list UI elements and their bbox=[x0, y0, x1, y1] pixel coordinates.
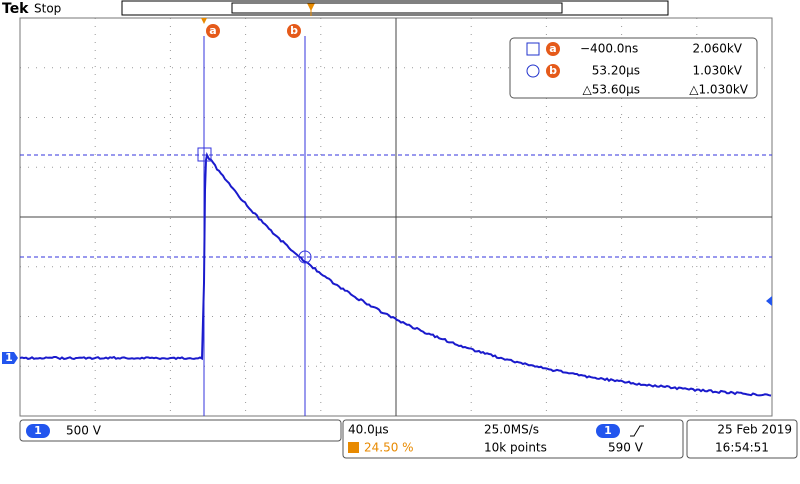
trigger-slope bbox=[630, 425, 644, 437]
cursor-a-label: a bbox=[209, 24, 216, 37]
brand: Tek bbox=[2, 1, 29, 17]
time: 16:54:51 bbox=[715, 441, 769, 455]
cursor-readout bbox=[509, 37, 758, 99]
trigger-channel-badge bbox=[596, 424, 620, 438]
datetime-box bbox=[686, 419, 798, 459]
acquisition-status: Stop bbox=[34, 2, 61, 16]
cursor-a-top bbox=[201, 18, 207, 24]
cursor-a-badge bbox=[206, 24, 220, 38]
cursor-a-voltage: 2.060kV bbox=[692, 42, 742, 56]
trigger-position: 24.50 % bbox=[364, 441, 414, 455]
channel-box bbox=[19, 419, 342, 442]
horizontal-scale: 40.0µs bbox=[348, 423, 389, 437]
record-window bbox=[231, 2, 563, 14]
readout-b-label: b bbox=[549, 64, 557, 77]
channel-scale: 500 V bbox=[66, 424, 102, 438]
cursor-b-point bbox=[298, 250, 312, 264]
channel-badge bbox=[26, 424, 50, 438]
date: 25 Feb 2019 bbox=[717, 423, 792, 437]
readout-a-badge bbox=[546, 42, 560, 56]
delta-time: △53.60µs bbox=[583, 83, 640, 97]
cursor-b-label: b bbox=[290, 24, 298, 37]
ch1-ground-label: 1 bbox=[5, 351, 13, 364]
readout-a-label: a bbox=[549, 42, 556, 55]
cursor-a-time: −400.0ns bbox=[580, 42, 638, 56]
readout-b-badge bbox=[546, 64, 560, 78]
waveform-trace bbox=[19, 151, 772, 397]
trigger-position-marker bbox=[307, 3, 315, 16]
cursor-b-voltage: 1.030kV bbox=[692, 64, 742, 78]
trigger-icon bbox=[348, 442, 359, 453]
record-length: 10k points bbox=[484, 441, 547, 455]
trigger-channel: 1 bbox=[604, 424, 612, 437]
channel-number: 1 bbox=[34, 424, 42, 437]
ch1-ground-marker bbox=[2, 352, 18, 364]
cursor-a-icon bbox=[526, 42, 540, 56]
trigger-level-marker bbox=[766, 296, 772, 306]
sample-rate: 25.0MS/s bbox=[484, 423, 539, 437]
cursor-b-icon bbox=[526, 64, 540, 78]
cursor-a-point bbox=[197, 147, 212, 162]
cursor-b-time: 53.20µs bbox=[592, 64, 640, 78]
cursor-b-badge bbox=[287, 24, 301, 38]
delta-voltage: △1.030kV bbox=[689, 83, 749, 97]
trigger-level: 590 V bbox=[608, 441, 644, 455]
